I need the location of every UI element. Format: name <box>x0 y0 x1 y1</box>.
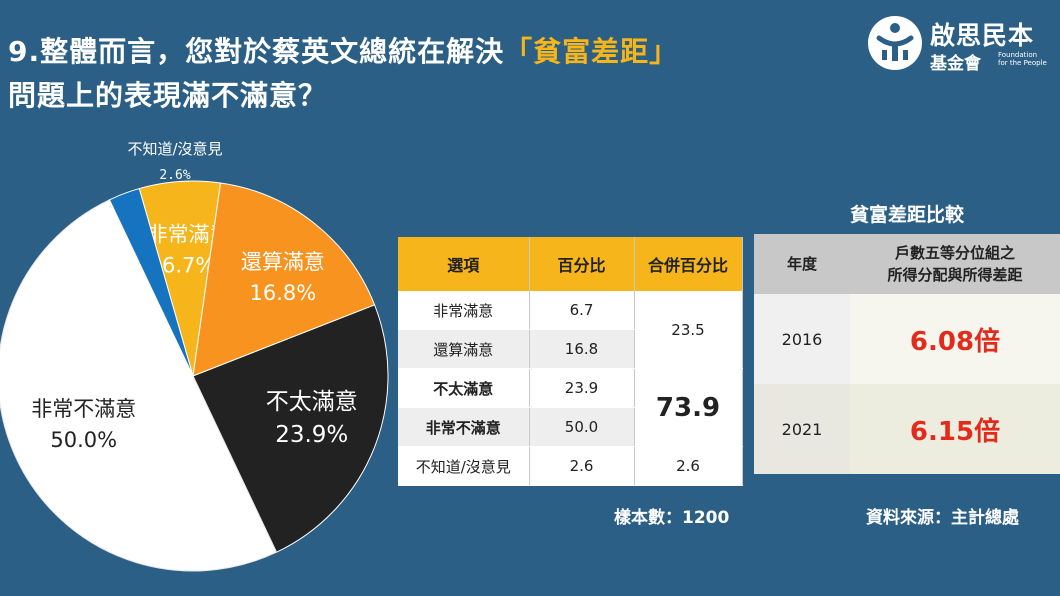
gap-value-cell: 6.15倍 <box>850 384 1060 474</box>
slice-value-label: 16.8% <box>250 281 317 305</box>
comparison-row: 2021 6.15倍 <box>754 384 1060 474</box>
header-percent: 百分比 <box>529 237 635 291</box>
pie-slice <box>108 187 194 377</box>
comparison-header-desc-line-2: 所得分配與所得差距 <box>887 266 1023 284</box>
comparison-header-desc-line-1: 戶數五等分位組之 <box>894 244 1015 262</box>
logo-english: Foundation for the People <box>998 51 1058 67</box>
slice-label: 不太滿意 <box>266 389 358 415</box>
logo: 啟思民本 基金會 Foundation for the People <box>866 14 1056 74</box>
logo-sub: 基金會 <box>930 54 981 74</box>
slice-value-label: 50.0% <box>50 428 117 452</box>
comparison-header-row: 年度 戶數五等分位組之 所得分配與所得差距 <box>754 234 1060 294</box>
gap-value-cell: 6.08倍 <box>850 294 1060 384</box>
table-row: 不知道/沒意見 2.6 2.6 <box>398 446 743 486</box>
comparison-header-desc: 戶數五等分位組之 所得分配與所得差距 <box>850 234 1060 294</box>
option-cell: 不太滿意 <box>398 368 530 408</box>
comparison-header-year: 年度 <box>754 234 850 294</box>
title-line-1: 9.整體而言，您對於蔡英文總統在解決「貧富差距」 <box>8 30 678 74</box>
slice-label: 還算滿意 <box>241 250 325 274</box>
combined-satisfied-cell: 23.5 <box>634 291 743 369</box>
page-title: 9.整體而言，您對於蔡英文總統在解決「貧富差距」 問題上的表現滿不滿意？ <box>8 30 678 118</box>
table-header-row: 選項 百分比 合併百分比 <box>398 237 743 291</box>
foundation-logo-icon <box>868 16 922 70</box>
percent-cell: 2.6 <box>529 446 635 486</box>
pie-slice <box>0 199 278 572</box>
slice-value-label: 23.9% <box>275 422 348 448</box>
slice-label: 非常不滿意 <box>31 397 136 421</box>
table-row: 不太滿意 23.9 73.9 <box>398 368 743 447</box>
header-combined: 合併百分比 <box>634 237 743 291</box>
logo-english-line-2: for the People <box>998 59 1047 67</box>
year-cell: 2021 <box>754 384 850 474</box>
combined-unknown-cell: 2.6 <box>634 446 743 486</box>
pie-slice <box>192 304 389 553</box>
sample-size: 樣本數：1200 <box>614 508 730 528</box>
comparison-row: 2016 6.08倍 <box>754 294 1060 384</box>
percent-cell: 6.7 <box>529 291 635 330</box>
title-highlight: 「貧富差距」 <box>504 35 679 68</box>
survey-table: 選項 百分比 合併百分比 非常滿意 6.7 23.5 還算滿意 16.8 不太滿… <box>398 237 743 486</box>
option-cell: 非常不滿意 <box>398 407 530 447</box>
title-line-2: 問題上的表現滿不滿意？ <box>8 79 328 112</box>
logo-english-line-1: Foundation <box>998 51 1038 59</box>
header-option: 選項 <box>398 237 530 291</box>
combined-unsatisfied-cell: 73.9 <box>634 368 743 447</box>
comparison-table: 年度 戶數五等分位組之 所得分配與所得差距 2016 6.08倍 2021 6.… <box>754 234 1060 474</box>
table-row: 還算滿意 16.8 <box>398 329 742 369</box>
slice-label: 不知道/沒意見 <box>127 140 222 158</box>
year-cell: 2016 <box>754 294 850 384</box>
data-source: 資料來源：主計總處 <box>866 508 1019 528</box>
table-row: 非常不滿意 50.0 <box>398 407 742 447</box>
percent-cell: 23.9 <box>529 368 635 408</box>
percent-cell: 16.8 <box>529 329 635 369</box>
pie-slice <box>192 182 376 377</box>
percent-cell: 50.0 <box>529 407 635 447</box>
option-cell: 非常滿意 <box>398 291 530 330</box>
table-row: 非常滿意 6.7 23.5 <box>398 291 743 369</box>
option-cell: 還算滿意 <box>398 329 530 369</box>
logo-name: 啟思民本 <box>930 21 1035 50</box>
comparison-title: 貧富差距比較 <box>849 204 964 226</box>
title-text: 9.整體而言，您對於蔡英文總統在解決 <box>8 35 505 68</box>
slice-value-label: 2.6% <box>159 168 190 183</box>
option-cell: 不知道/沒意見 <box>398 446 530 486</box>
slice-value-label: 6.7% <box>162 253 215 277</box>
